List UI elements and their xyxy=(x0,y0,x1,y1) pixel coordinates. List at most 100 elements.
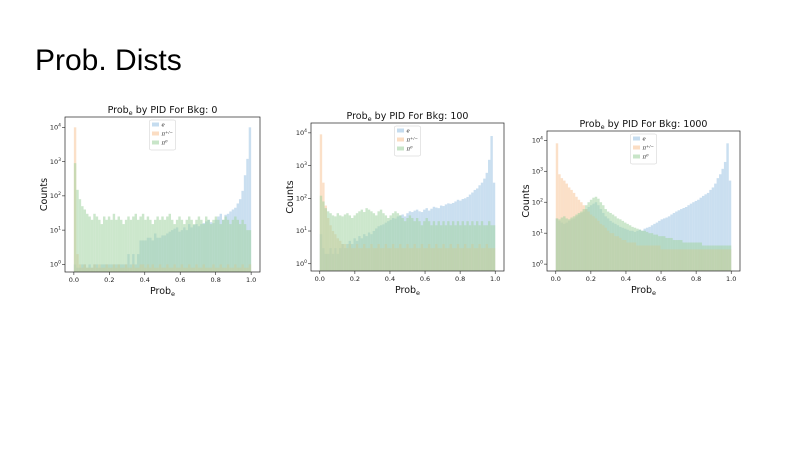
histogram-bar-e xyxy=(680,209,683,271)
histogram-bar-pi0 xyxy=(592,197,595,271)
histogram-bar-pi0 xyxy=(343,214,347,271)
histogram-bar-pi0 xyxy=(653,234,656,271)
histogram-bar-pi0 xyxy=(490,225,493,271)
histogram-bar-pi0 xyxy=(580,211,583,271)
histogram-bar-pi0 xyxy=(463,225,467,271)
y-tick-label: 102 xyxy=(532,197,543,206)
histogram-bar-e xyxy=(248,127,252,272)
histogram-bar-pi0 xyxy=(207,219,210,272)
x-tick-label: 0.6 xyxy=(420,275,430,283)
histogram-bar-pi0 xyxy=(399,215,402,271)
histogram-bar-pi0 xyxy=(488,221,491,271)
histogram-bar-pi0 xyxy=(100,224,104,272)
histogram-bar-e xyxy=(697,199,700,271)
histogram-bar-pi0 xyxy=(322,201,325,271)
histogram-bar-pi0 xyxy=(348,215,352,271)
histogram-bar-pi0 xyxy=(90,219,94,272)
x-axis-label: Probe xyxy=(150,286,175,298)
histogram-bar-pi0 xyxy=(103,216,106,272)
histogram-bar-pi0 xyxy=(589,199,593,271)
histogram-bar-pi0 xyxy=(73,163,77,272)
histogram-bar-pi0 xyxy=(641,230,644,271)
histogram-bar-pi0 xyxy=(687,242,690,271)
histogram-bar-pi0 xyxy=(224,216,227,272)
histogram-bar-pi0 xyxy=(585,205,588,271)
histogram-bar-pi0 xyxy=(151,224,154,272)
histogram-bar-pi0 xyxy=(616,218,620,271)
histogram-bar-pi0 xyxy=(375,215,378,271)
x-axis-label: Probe xyxy=(395,285,420,297)
histogram-bar-pi0 xyxy=(638,229,642,271)
histogram-bar-pi0 xyxy=(447,221,450,271)
histogram-bar-pi0 xyxy=(387,218,390,271)
histogram-bar-pi0 xyxy=(425,218,428,271)
histogram-bar-e xyxy=(721,168,724,271)
histogram-bar-pi0 xyxy=(597,198,600,271)
histogram-bar-pi0 xyxy=(594,196,598,271)
histogram-bar-e xyxy=(689,203,693,271)
y-tick-label: 104 xyxy=(532,136,543,145)
histogram-bar-pi0 xyxy=(173,224,176,272)
histogram-chart-bkg-100: Probe by PID For Bkg: 100 0.0 0.2 0.4 0.6 0.8… xyxy=(278,108,523,298)
slide-title: Prob. Dists xyxy=(35,44,182,77)
histogram-bar-pi0 xyxy=(110,219,113,272)
histogram-bar-pi0 xyxy=(609,212,612,271)
histogram-bar-pi0 xyxy=(341,216,344,271)
histogram-bar-pi0 xyxy=(439,225,443,271)
histogram-bar-pi0 xyxy=(454,225,457,271)
histogram-bar-pi0 xyxy=(565,218,568,271)
y-tick-label: 102 xyxy=(296,193,307,202)
histogram-bar-pi0 xyxy=(394,211,397,271)
histogram-bar-pi0 xyxy=(161,216,164,272)
histogram-bar-pi0 xyxy=(86,213,89,272)
legend-label: π0 xyxy=(161,139,169,147)
histogram-bars xyxy=(555,143,732,271)
histogram-bar-e xyxy=(699,197,702,271)
histogram-bar-pi0 xyxy=(141,213,145,272)
histogram-bar-pi0 xyxy=(146,216,150,272)
legend-swatch xyxy=(397,137,404,142)
histogram-bar-pi0 xyxy=(93,213,96,272)
histogram-bar-pi0 xyxy=(166,216,169,272)
histogram-bar-pi0 xyxy=(567,219,571,271)
y-tick-label: 100 xyxy=(50,260,61,269)
histogram-bar-pi0 xyxy=(662,236,666,271)
histogram-bar-pi0 xyxy=(229,224,232,272)
histogram-bar-pi0 xyxy=(694,242,698,271)
histogram-bar-pi0 xyxy=(112,213,116,272)
histogram-bar-pi0 xyxy=(682,242,685,271)
legend-label: e xyxy=(407,129,411,135)
y-tick-label: 103 xyxy=(50,157,61,166)
histogram-bar-pi0 xyxy=(648,233,651,271)
chart-svg: Probe by PID For Bkg: 1000 0.0 0.2 0.4 0.6 0.… xyxy=(521,119,741,297)
histogram-bar-pi0 xyxy=(180,219,184,272)
histogram-bar-pi0 xyxy=(706,245,710,271)
histogram-bar-pi0 xyxy=(391,213,395,271)
plot-frame xyxy=(310,122,505,272)
histogram-bar-pi0 xyxy=(360,209,364,271)
histogram-bar-pi0 xyxy=(115,219,118,272)
y-tick-label: 101 xyxy=(296,226,307,235)
histogram-bar-pi0 xyxy=(415,218,419,271)
chart-svg: Probe by PID For Bkg: 0 0.0 0.2 0.4 0.6 0.8 1.… xyxy=(39,105,261,298)
histogram-bar-pi0 xyxy=(432,221,436,271)
histogram-bar-e xyxy=(687,205,690,271)
x-tick-label: 1.0 xyxy=(726,275,736,283)
x-tick-label: 0.4 xyxy=(621,275,631,283)
histogram-bar-pi0 xyxy=(120,219,123,272)
histogram-bar-e xyxy=(694,200,698,271)
legend-swatch xyxy=(152,122,159,127)
histogram-bar-e xyxy=(719,174,722,271)
histogram-bar-pi0 xyxy=(190,219,193,272)
histogram-bar-e xyxy=(726,143,729,271)
legend-swatch xyxy=(633,145,640,150)
histogram-bar-pi0 xyxy=(451,221,455,271)
histogram-bar-pi0 xyxy=(699,242,702,271)
histogram-bar-pi0 xyxy=(83,209,87,272)
histogram-bar-pi0 xyxy=(660,236,663,271)
histogram-bar-pi0 xyxy=(363,212,366,271)
histogram-bar-e xyxy=(488,159,491,271)
y-tick-label: 104 xyxy=(50,123,61,132)
x-tick-label: 0.0 xyxy=(551,275,561,283)
histogram-bar-pi0 xyxy=(379,209,383,271)
